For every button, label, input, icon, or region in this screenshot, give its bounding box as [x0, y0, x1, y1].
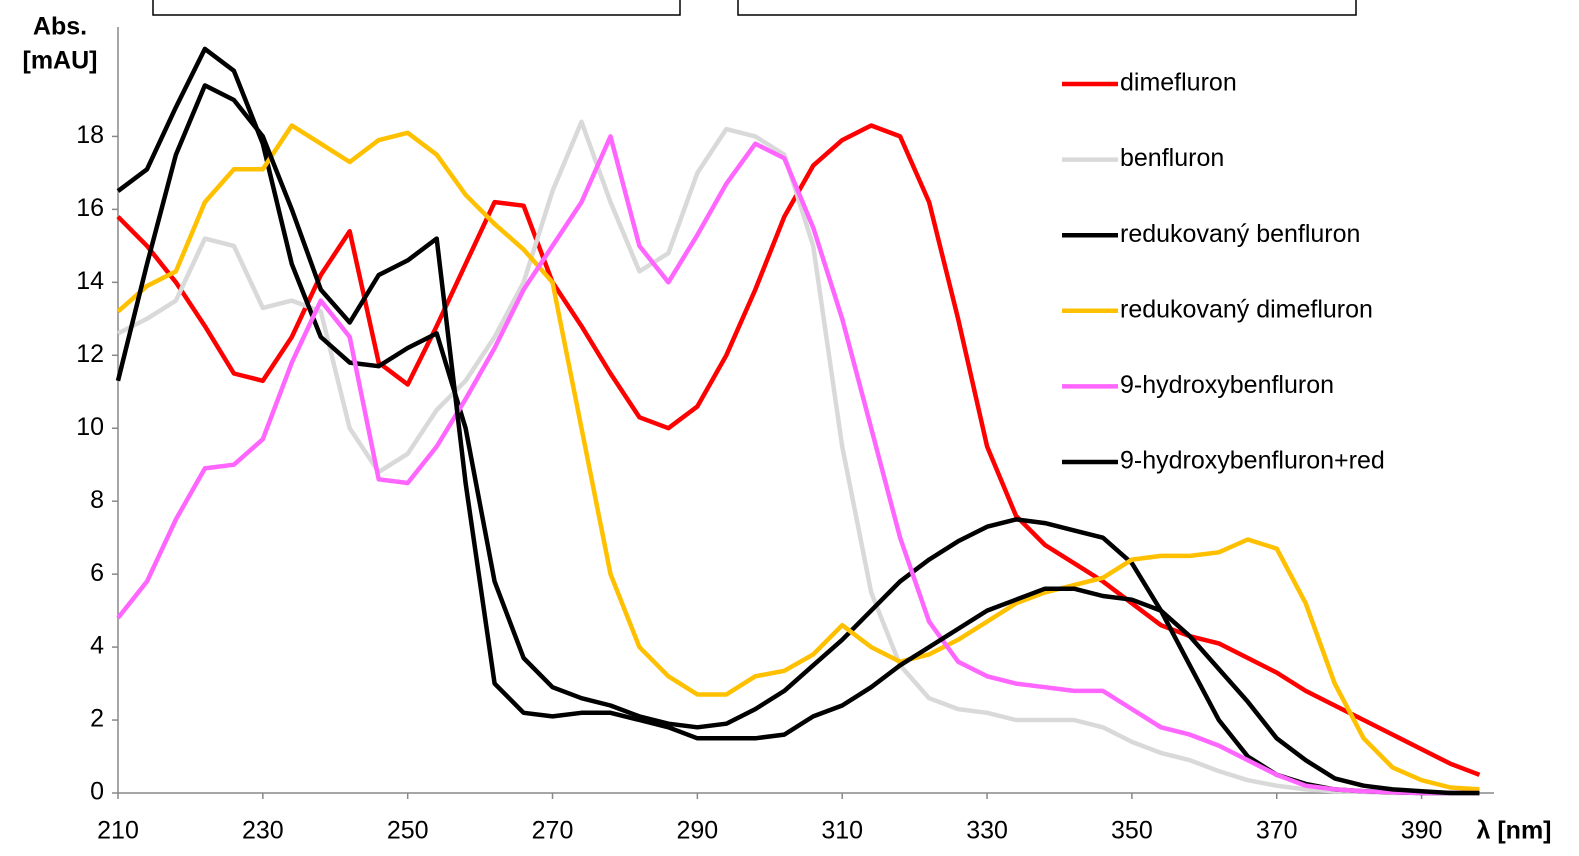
x-tick-label: 290	[677, 817, 719, 845]
x-tick-label: 310	[821, 817, 863, 845]
legend-label: dimefluron	[1120, 69, 1237, 97]
y-tick-label: 10	[76, 413, 104, 441]
x-tick-label: 250	[387, 817, 429, 845]
legend-label: redukovaný benfluron	[1120, 220, 1360, 248]
x-tick-label: 390	[1401, 817, 1443, 845]
series-line	[116, 123, 1480, 792]
x-tick-label: 350	[1111, 817, 1153, 845]
x-tick-label: 210	[97, 817, 139, 845]
y-tick-label: 0	[90, 778, 104, 806]
y-axis-label: Abs.	[33, 13, 87, 41]
x-axis-label: λ [nm]	[1477, 817, 1552, 845]
y-axis-label: [mAU]	[23, 47, 98, 75]
legend-label: benfluron	[1120, 144, 1224, 172]
text-box	[152, 0, 681, 16]
y-tick-label: 14	[76, 267, 104, 295]
y-tick-label: 12	[76, 340, 104, 368]
series-line	[115, 83, 1480, 796]
y-tick-label: 8	[90, 486, 104, 514]
y-tick-label: 4	[90, 632, 104, 660]
y-tick-label: 18	[76, 121, 104, 149]
text-box	[737, 0, 1357, 16]
y-tick-label: 6	[90, 559, 104, 587]
x-tick-label: 270	[532, 817, 574, 845]
series-line	[116, 134, 1480, 796]
legend-label: redukovaný dimefluron	[1120, 295, 1373, 323]
legend-label: 9-hydroxybenfluron+red	[1120, 447, 1385, 475]
y-tick-label: 2	[90, 705, 104, 733]
series-line	[116, 119, 1480, 796]
legend-label: 9-hydroxybenfluron	[1120, 371, 1334, 399]
y-tick-label: 16	[76, 194, 104, 222]
series-line	[116, 46, 1480, 796]
x-tick-label: 230	[242, 817, 284, 845]
x-tick-label: 370	[1256, 817, 1298, 845]
x-tick-label: 330	[966, 817, 1008, 845]
